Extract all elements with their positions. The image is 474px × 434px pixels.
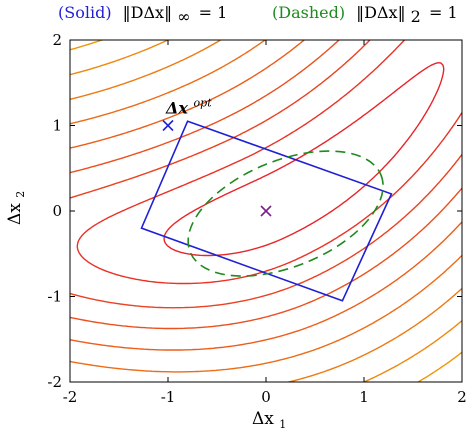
legend-dashed-sub: 2 xyxy=(411,7,421,26)
y-tick-label: 1 xyxy=(52,117,62,135)
optimum-marker xyxy=(162,119,174,132)
contour-level xyxy=(163,62,445,257)
y-axis-label-sub: 2 xyxy=(14,191,27,198)
infinity-norm-box xyxy=(140,120,393,302)
x-axis-label: Δx 1 xyxy=(252,409,286,431)
contour-level xyxy=(70,40,462,330)
y-tick-label: -1 xyxy=(47,288,62,306)
legend-solid-label: (Solid) xyxy=(58,3,112,22)
cross-stroke xyxy=(260,205,272,217)
x-tick-label: -2 xyxy=(63,388,78,406)
legend-dashed-norm: ‖DΔx‖ xyxy=(356,3,405,22)
origin-marker xyxy=(260,205,272,217)
legend-solid-eq: = 1 xyxy=(199,3,228,22)
contour-level xyxy=(70,40,462,373)
legend-dashed: (Dashed) ‖DΔx‖ 2 = 1 xyxy=(272,3,458,26)
legend-dashed-eq: = 1 xyxy=(429,3,458,22)
optimum-annotation: Δx opt xyxy=(165,97,212,118)
contour-level xyxy=(70,40,462,309)
two-norm-ellipse xyxy=(187,150,384,277)
x-tick-label: 2 xyxy=(457,388,467,406)
x-tick-label: 1 xyxy=(359,388,369,406)
contour-level xyxy=(70,40,462,382)
contour-level xyxy=(70,40,462,382)
legend-solid-sub: ∞ xyxy=(177,7,190,26)
legend-solid: (Solid) ‖DΔx‖ ∞ = 1 xyxy=(58,3,227,26)
optimum-annotation-text: Δx xyxy=(165,99,188,118)
contour-lines xyxy=(70,40,462,382)
x-tick-label: -1 xyxy=(161,388,176,406)
y-axis-label: Δx 2 xyxy=(5,191,27,225)
contour-level xyxy=(70,40,462,351)
legend-dashed-label: (Dashed) xyxy=(272,3,345,22)
y-tick-label: 2 xyxy=(52,31,62,49)
cross-stroke xyxy=(162,119,174,132)
y-axis-label-main: Δx xyxy=(5,203,25,225)
optimum-annotation-sup: opt xyxy=(194,97,213,110)
x-axis-label-main: Δx xyxy=(252,409,274,429)
legend-solid-norm: ‖DΔx‖ xyxy=(123,3,172,22)
x-tick-label: 0 xyxy=(261,388,271,406)
y-tick-label: -2 xyxy=(47,373,62,391)
x-axis-label-sub: 1 xyxy=(279,418,286,431)
contour-level xyxy=(76,40,462,285)
axis-ticks: -2 -1 0 1 2 2 1 0 -1 -2 xyxy=(47,31,466,406)
y-tick-label: 0 xyxy=(52,202,62,220)
contour-level xyxy=(70,40,462,382)
